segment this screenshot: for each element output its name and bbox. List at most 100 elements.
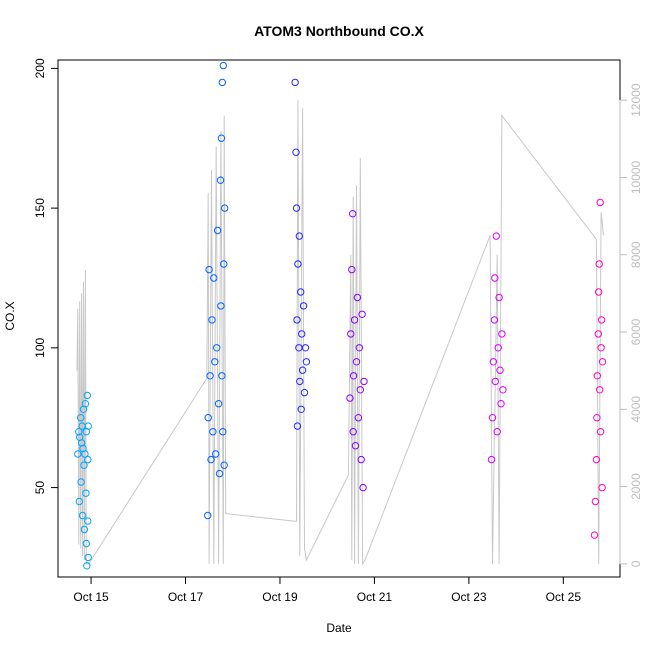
data-point: [84, 517, 92, 525]
data-point: [360, 377, 368, 386]
data-point: [355, 344, 363, 352]
x-tick-label: Oct 21: [357, 590, 393, 604]
data-point: [354, 414, 363, 422]
data-point: [497, 400, 505, 408]
data-point: [220, 260, 228, 268]
data-point: [299, 302, 308, 310]
data-point: [591, 497, 600, 506]
data-point: [349, 428, 357, 436]
data-point: [218, 372, 226, 380]
data-point: [295, 232, 303, 240]
x-tick-label: Oct 17: [168, 590, 204, 604]
data-point: [297, 405, 305, 413]
data-point: [492, 232, 500, 240]
data-point: [594, 330, 602, 338]
data-point: [217, 302, 225, 310]
data-point: [205, 265, 213, 274]
data-point: [77, 439, 86, 447]
data-point: [496, 366, 504, 374]
data-point: [596, 386, 604, 394]
data-point: [83, 391, 92, 400]
data-point: [352, 358, 361, 366]
series-2: [204, 61, 229, 520]
data-point: [217, 134, 226, 142]
data-point: [491, 377, 499, 386]
data-point: [82, 489, 90, 497]
plot-frame: [57, 59, 621, 578]
data-point: [297, 288, 305, 296]
data-point: [292, 204, 301, 212]
data-point: [498, 330, 506, 338]
data-point: [220, 461, 228, 469]
y2-tick-label: 10000: [629, 160, 643, 194]
data-point: [491, 274, 499, 282]
data-point: [293, 422, 302, 430]
data-point: [597, 344, 605, 352]
x-axis-label: Date: [326, 621, 352, 635]
series-5: [487, 232, 507, 464]
data-point: [598, 483, 606, 492]
data-point: [493, 428, 501, 436]
data-point: [77, 414, 85, 422]
data-point: [82, 539, 91, 548]
y-tick-label: 50: [33, 481, 47, 495]
data-point: [592, 455, 601, 464]
data-point: [357, 455, 365, 464]
x-tick-label: Oct 15: [73, 590, 109, 604]
data-point: [596, 428, 605, 436]
data-point: [294, 260, 302, 268]
data-point: [349, 210, 357, 218]
data-point: [298, 366, 307, 374]
y-tick-label: 100: [33, 338, 47, 358]
data-point: [218, 78, 227, 87]
data-point: [596, 198, 604, 207]
data-point: [348, 265, 356, 274]
axes-layer: Oct 15 Oct 17 Oct 19 Oct 21 Oct 23 Oct 25 50 10…: [33, 58, 643, 604]
y-tick-label: 200: [33, 58, 47, 78]
data-point: [595, 260, 603, 268]
data-point: [84, 455, 92, 464]
y-axis-label: CO.X: [3, 301, 17, 330]
data-point: [593, 414, 601, 422]
series-6: [590, 198, 607, 539]
data-point: [346, 394, 354, 402]
data-points-layer: [74, 61, 607, 570]
data-point: [598, 358, 607, 366]
data-point: [219, 61, 228, 70]
data-point: [356, 386, 364, 394]
data-point: [298, 330, 306, 338]
y2-tick-label: 8000: [629, 241, 643, 268]
data-point: [593, 372, 601, 380]
data-point: [75, 497, 84, 506]
data-point: [216, 176, 225, 184]
data-point: [212, 450, 220, 458]
data-point: [84, 422, 92, 430]
data-point: [302, 358, 311, 366]
data-point: [78, 511, 87, 520]
data-point: [77, 478, 85, 486]
chart-title: ATOM3 Northbound CO.X: [254, 23, 424, 39]
data-point: [210, 274, 218, 282]
data-point: [350, 316, 359, 324]
data-point: [495, 293, 503, 302]
data-point: [80, 461, 88, 469]
data-point: [84, 553, 92, 562]
data-point: [597, 316, 606, 324]
data-point: [209, 428, 217, 436]
y2-tick-label: 12000: [629, 83, 643, 117]
data-point: [291, 78, 299, 87]
data-point: [83, 562, 91, 570]
data-point: [489, 358, 498, 366]
data-point: [81, 450, 89, 458]
data-point: [219, 428, 227, 436]
data-point: [206, 372, 214, 380]
data-point: [349, 372, 358, 380]
data-point: [213, 226, 222, 235]
x-tick-label: Oct 25: [546, 590, 582, 604]
data-point: [490, 316, 499, 324]
series-1: [74, 391, 92, 570]
data-point: [487, 455, 496, 464]
data-point: [75, 428, 83, 436]
